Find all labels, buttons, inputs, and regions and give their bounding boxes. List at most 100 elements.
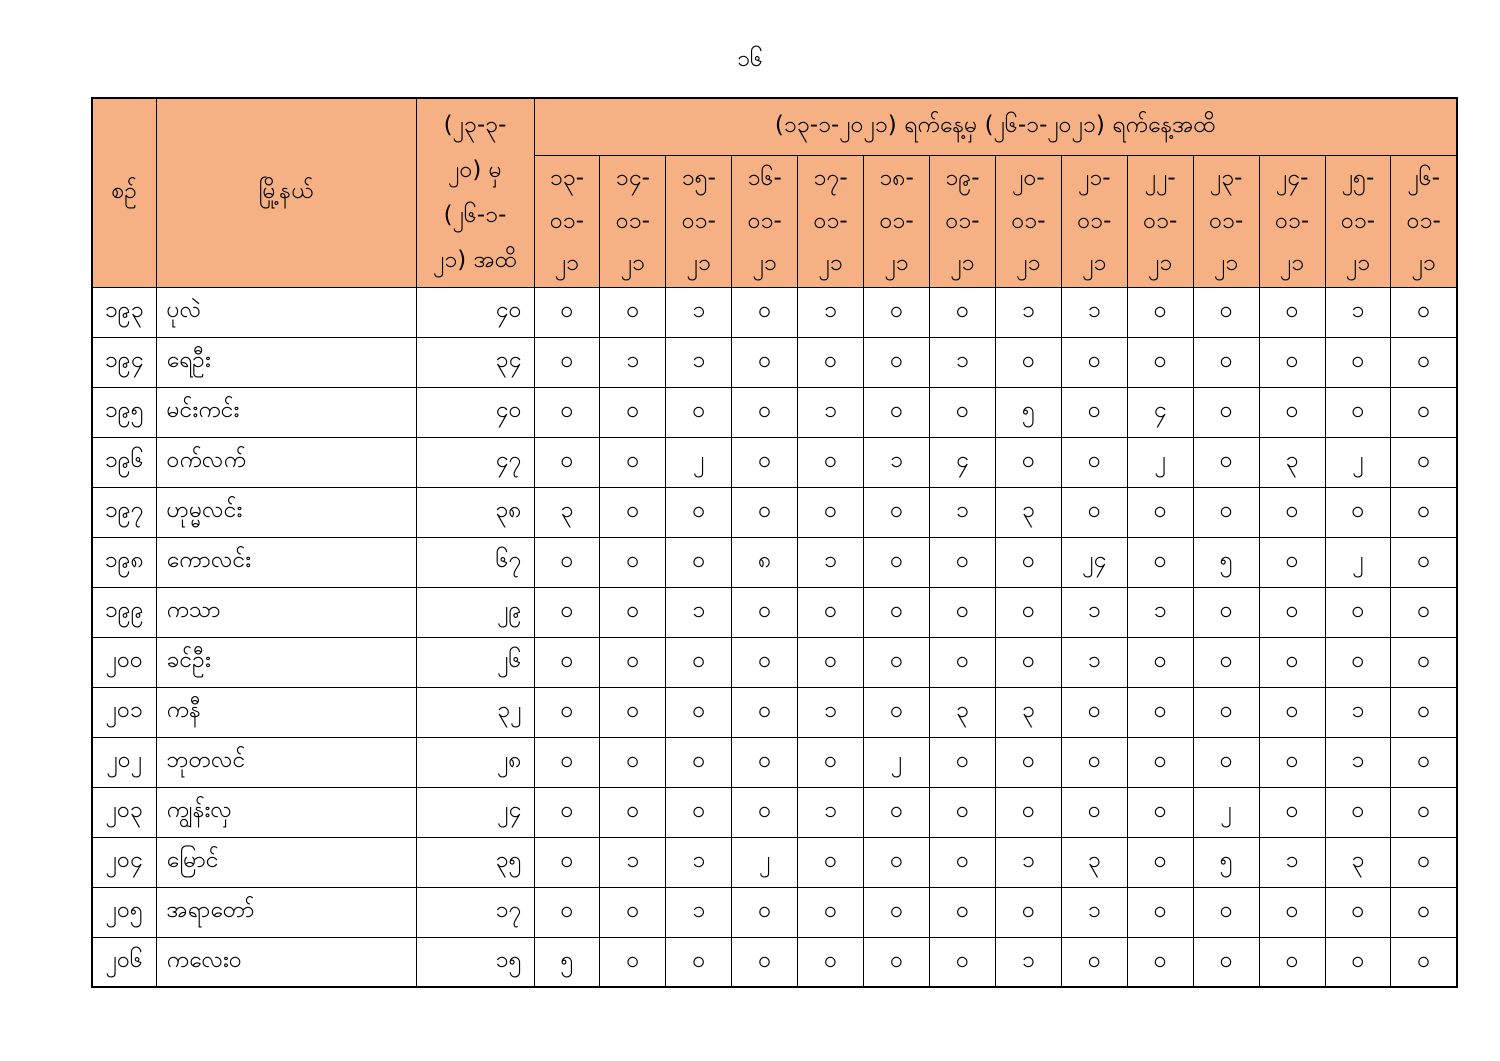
row-daily-value: ၀ (929, 786, 996, 838)
row-daily-value: ၅ (1192, 836, 1260, 888)
row-cumulative-total: ၃၂ (415, 686, 535, 738)
row-daily-value: ၂ (731, 836, 799, 888)
row-daily-value: ၂ (1192, 786, 1260, 838)
row-daily-value: ၀ (1258, 636, 1326, 688)
row-daily-value: ၀ (863, 936, 931, 988)
row-daily-value: ၀ (1192, 886, 1260, 938)
row-township: အရာတော် (155, 886, 417, 938)
row-daily-value: ၀ (1126, 286, 1194, 338)
row-daily-value: ၀ (797, 836, 865, 888)
row-cumulative-total: ၂၉ (415, 586, 535, 638)
row-daily-value: ၀ (731, 386, 799, 438)
date-column-header: ၂၀- ၀၁- ၂၁ (994, 154, 1062, 288)
row-daily-value: ၀ (863, 486, 931, 538)
row-daily-value: ၁ (665, 336, 733, 388)
row-serial: ၁၉၅ (91, 386, 157, 438)
row-daily-value: ၀ (863, 286, 931, 338)
row-daily-value: ၅ (994, 386, 1062, 438)
row-daily-value: ၀ (1192, 586, 1260, 638)
date-column-header: ၁၉- ၀၁- ၂၁ (929, 154, 996, 288)
row-daily-value: ၀ (665, 686, 733, 738)
row-daily-value: ၃ (1324, 836, 1392, 888)
row-daily-value: ၁ (929, 486, 996, 538)
row-daily-value: ၀ (599, 886, 667, 938)
row-daily-value: ၀ (731, 336, 799, 388)
row-daily-value: ၀ (533, 386, 601, 438)
table-row: ၂၀၅ အရာတော် ၁၇၀၀၁၀၀၀၀၀၁၀၀၀၀၀ (91, 886, 1458, 938)
row-daily-value: ၀ (1390, 486, 1458, 538)
row-daily-value: ၁ (797, 286, 865, 338)
table-row: ၁၉၇ ဟုမ္မလင်း ၃၈၃၀၀၀၀၀၁၃၀၀၀၀၀၀ (91, 486, 1458, 538)
row-daily-value: ၀ (863, 586, 931, 638)
row-daily-value: ၀ (1324, 586, 1392, 638)
table-row: ၂၀၀ ခင်ဦး ၂၆၀၀၀၀၀၀၀၀၁၀၀၀၀၀ (91, 636, 1458, 688)
row-daily-value: ၀ (863, 636, 931, 688)
row-daily-value: ၀ (731, 586, 799, 638)
row-serial: ၁၉၃ (91, 286, 157, 338)
row-daily-value: ၀ (1390, 336, 1458, 388)
row-daily-value: ၀ (599, 586, 667, 638)
row-daily-value: ၀ (665, 936, 733, 988)
row-daily-value: ၁ (797, 386, 865, 438)
row-daily-value: ၀ (1126, 886, 1194, 938)
row-daily-value: ၀ (929, 736, 996, 788)
row-daily-value: ၂ (863, 736, 931, 788)
row-daily-value: ၀ (1258, 486, 1326, 538)
row-daily-value: ၀ (1258, 336, 1326, 388)
row-cumulative-total: ၁၅ (415, 936, 535, 988)
row-daily-value: ၀ (533, 836, 601, 888)
row-daily-value: ၀ (1324, 386, 1392, 438)
row-cumulative-total: ၂၆ (415, 636, 535, 688)
row-township: ရေဦး (155, 336, 417, 388)
date-column-header: ၁၈- ၀၁- ၂၁ (863, 154, 931, 288)
table-row: ၂၀၃ ကျွန်းလှ ၂၄၀၀၀၀၁၀၀၀၀၀၂၀၀၀ (91, 786, 1458, 838)
row-daily-value: ၀ (797, 586, 865, 638)
row-daily-value: ၀ (731, 886, 799, 938)
row-daily-value: ၀ (1192, 936, 1260, 988)
table-header: စဉ် မြို့နယ် (၂၃-၃- ၂၀) မှ (၂၆-၁- ၂၁) အထ… (91, 97, 1458, 288)
row-daily-value: ၀ (994, 436, 1062, 488)
row-daily-value: ၁ (929, 336, 996, 388)
row-daily-value: ၀ (1192, 286, 1260, 338)
row-daily-value: ၀ (1258, 586, 1326, 638)
township-column-header: မြို့နယ် (155, 97, 417, 288)
row-daily-value: ၀ (797, 486, 865, 538)
row-daily-value: ၀ (1390, 386, 1458, 438)
row-daily-value: ၁ (1060, 886, 1128, 938)
row-daily-value: ၁ (797, 786, 865, 838)
row-daily-value: ၀ (1126, 786, 1194, 838)
row-daily-value: ၀ (1060, 436, 1128, 488)
row-daily-value: ၁ (1258, 836, 1326, 888)
row-daily-value: ၀ (599, 786, 667, 838)
row-daily-value: ၁ (1060, 286, 1128, 338)
row-daily-value: ၀ (929, 386, 996, 438)
row-daily-value: ၀ (533, 536, 601, 588)
row-township: ပုလဲ (155, 286, 417, 338)
row-cumulative-total: ၁၇ (415, 886, 535, 938)
row-daily-value: ၀ (1390, 786, 1458, 838)
row-township: ဟုမ္မလင်း (155, 486, 417, 538)
row-daily-value: ၀ (863, 836, 931, 888)
row-daily-value: ၀ (533, 786, 601, 838)
row-daily-value: ၀ (929, 636, 996, 688)
date-column-header: ၁၄- ၀၁- ၂၁ (599, 154, 667, 288)
row-daily-value: ၀ (1192, 386, 1260, 438)
row-daily-value: ၁ (1324, 286, 1392, 338)
row-daily-value: ၃ (1060, 836, 1128, 888)
row-daily-value: ၀ (1258, 736, 1326, 788)
row-daily-value: ၁ (1060, 586, 1128, 638)
row-daily-value: ၀ (665, 736, 733, 788)
row-daily-value: ၀ (533, 636, 601, 688)
table-row: ၁၉၈ ကောလင်း ၆၇၀၀၀၈၁၀၀၀၂၄၀၅၀၂၀ (91, 536, 1458, 588)
row-daily-value: ၀ (797, 736, 865, 788)
row-daily-value: ၀ (665, 636, 733, 688)
row-daily-value: ၀ (994, 536, 1062, 588)
row-daily-value: ၀ (599, 286, 667, 338)
row-daily-value: ၀ (929, 936, 996, 988)
row-daily-value: ၀ (929, 586, 996, 638)
row-daily-value: ၀ (1258, 286, 1326, 338)
row-township: ကသာ (155, 586, 417, 638)
row-daily-value: ၂ (665, 436, 733, 488)
row-daily-value: ၀ (731, 936, 799, 988)
row-daily-value: ၀ (863, 686, 931, 738)
